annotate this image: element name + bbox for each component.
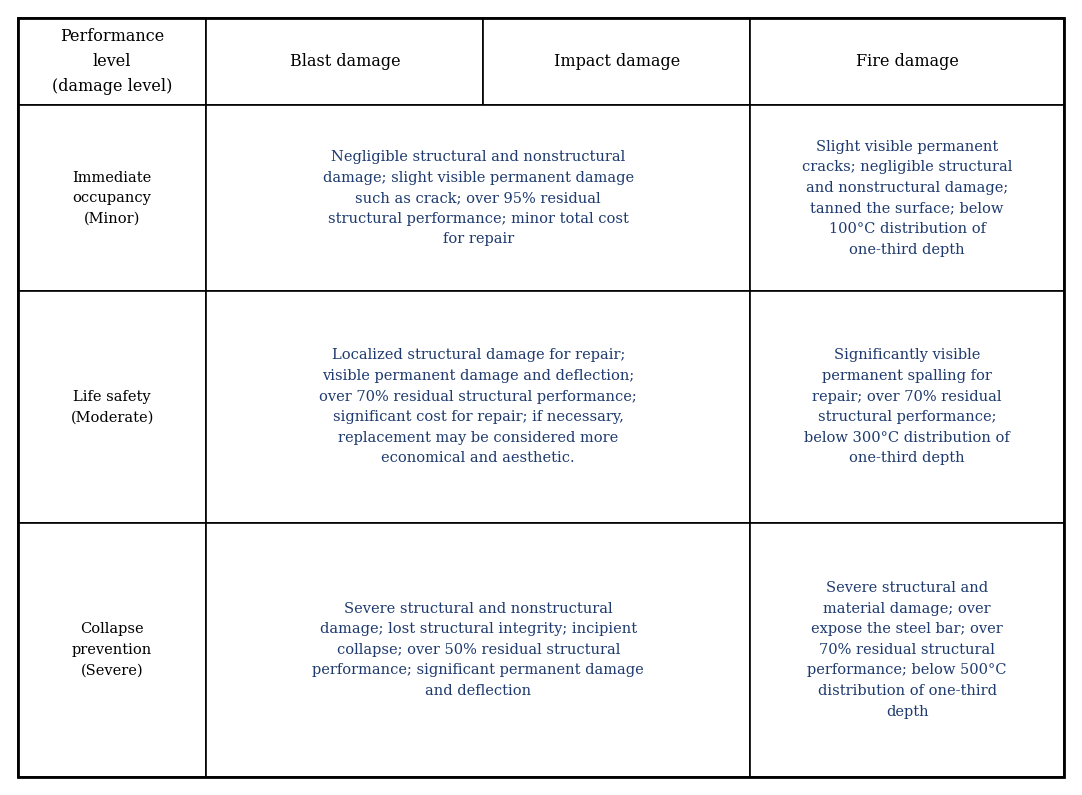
Text: Collapse
prevention
(Severe): Collapse prevention (Severe) — [72, 622, 153, 677]
Text: Slight visible permanent
cracks; negligible structural
and nonstructural damage;: Slight visible permanent cracks; negligi… — [802, 140, 1013, 257]
Text: Impact damage: Impact damage — [554, 53, 679, 70]
Text: Blast damage: Blast damage — [290, 53, 400, 70]
Bar — [207, 291, 750, 523]
Text: Immediate
occupancy
(Minor): Immediate occupancy (Minor) — [72, 171, 151, 226]
Bar — [18, 18, 207, 105]
Bar — [484, 18, 750, 105]
Bar — [207, 523, 750, 777]
Text: Localized structural damage for repair;
visible permanent damage and deflection;: Localized structural damage for repair; … — [319, 348, 637, 466]
Bar — [750, 18, 1064, 105]
Text: Significantly visible
permanent spalling for
repair; over 70% residual
structura: Significantly visible permanent spalling… — [804, 348, 1010, 466]
Text: Negligible structural and nonstructural
damage; slight visible permanent damage
: Negligible structural and nonstructural … — [322, 150, 634, 246]
Bar — [207, 105, 750, 291]
Bar — [750, 523, 1064, 777]
Text: Severe structural and nonstructural
damage; lost structural integrity; incipient: Severe structural and nonstructural dama… — [313, 602, 644, 698]
Text: Performance
level
(damage level): Performance level (damage level) — [52, 29, 172, 95]
Bar — [750, 105, 1064, 291]
Bar — [750, 291, 1064, 523]
Bar — [207, 18, 484, 105]
Bar — [18, 523, 207, 777]
Text: Severe structural and
material damage; over
expose the steel bar; over
70% resid: Severe structural and material damage; o… — [807, 581, 1007, 719]
Text: Life safety
(Moderate): Life safety (Moderate) — [70, 390, 154, 425]
Bar — [18, 105, 207, 291]
Bar — [18, 291, 207, 523]
Text: Fire damage: Fire damage — [856, 53, 959, 70]
